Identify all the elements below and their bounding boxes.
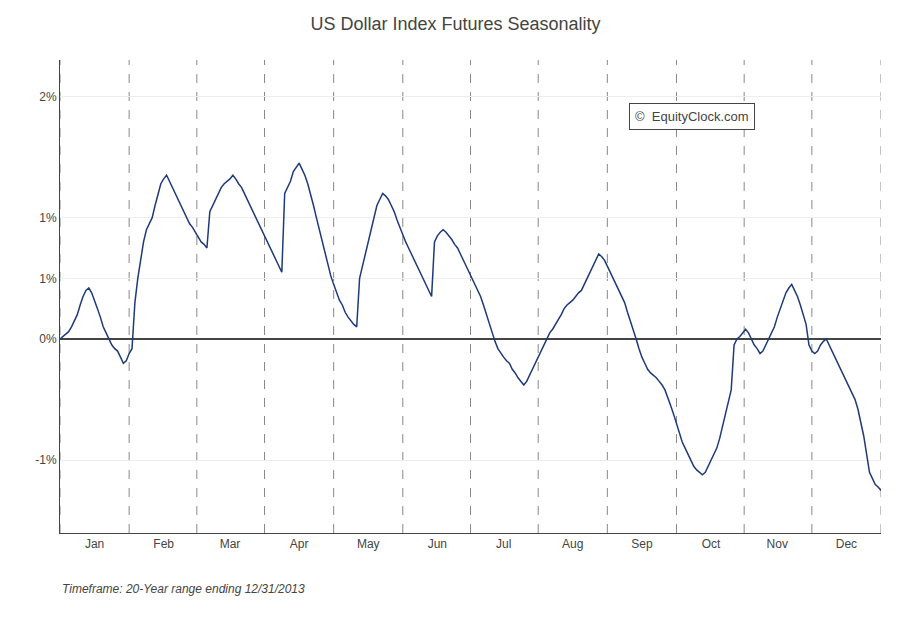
svg-text:Timeframe: 20-Year range endin: Timeframe: 20-Year range ending 12/31/20… — [62, 582, 305, 596]
svg-text:0%: 0% — [39, 332, 57, 346]
svg-text:Apr: Apr — [290, 537, 309, 551]
svg-text:© EquityClock.com: © EquityClock.com — [635, 109, 749, 124]
svg-text:Jun: Jun — [428, 537, 447, 551]
svg-text:May: May — [357, 537, 380, 551]
svg-text:Mar: Mar — [220, 537, 241, 551]
svg-text:1%: 1% — [39, 272, 57, 286]
svg-text:US Dollar Index Futures Season: US Dollar Index Futures Seasonality — [310, 14, 600, 34]
svg-text:Jan: Jan — [85, 537, 104, 551]
svg-text:2%: 2% — [39, 90, 57, 104]
svg-text:Oct: Oct — [702, 537, 721, 551]
svg-text:Aug: Aug — [562, 537, 583, 551]
svg-text:Dec: Dec — [836, 537, 857, 551]
svg-text:Feb: Feb — [153, 537, 174, 551]
svg-text:Jul: Jul — [496, 537, 511, 551]
svg-text:Nov: Nov — [767, 537, 788, 551]
svg-text:1%: 1% — [39, 211, 57, 225]
svg-text:-1%: -1% — [35, 453, 57, 467]
svg-text:Sep: Sep — [631, 537, 653, 551]
